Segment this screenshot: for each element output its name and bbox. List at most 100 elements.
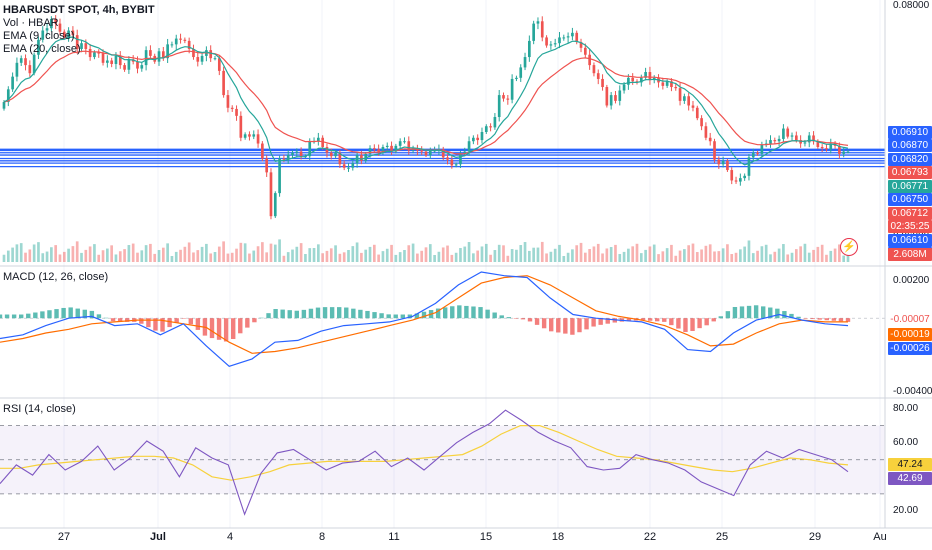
volume-legend[interactable]: Vol · HBAR — [3, 17, 59, 29]
candle-body — [786, 128, 790, 137]
macd-histogram-bar — [732, 306, 738, 319]
volume-bar — [213, 252, 217, 262]
macd-histogram-bar — [534, 318, 540, 325]
volume-bar — [291, 249, 294, 262]
candle-body — [15, 62, 19, 77]
candle-body — [226, 95, 230, 108]
macd-tick: 0.00200 — [893, 275, 930, 287]
candle-body — [596, 73, 600, 79]
volume-bar — [441, 247, 445, 262]
volume-bar — [502, 245, 505, 262]
volume-bar — [687, 245, 691, 262]
volume-bar — [114, 254, 118, 262]
candle-body — [605, 87, 609, 106]
volume-bar — [794, 249, 798, 262]
candle-body — [403, 141, 406, 143]
candle-body — [118, 55, 122, 66]
candle-body — [230, 107, 234, 109]
macd-histogram-bar — [605, 318, 610, 324]
candle-body — [101, 53, 105, 63]
candle-body — [11, 76, 14, 90]
volume-bar — [347, 250, 350, 262]
time-tick: 11 — [388, 531, 400, 543]
candle-body — [84, 43, 88, 49]
volume-bar — [756, 250, 759, 262]
candle-body — [364, 153, 368, 161]
macd-histogram-bar — [223, 318, 229, 342]
volume-bar — [19, 243, 23, 262]
volume-bar — [269, 243, 273, 262]
volume-bar — [838, 244, 841, 262]
macd-histogram-bar — [464, 305, 469, 319]
candle-body — [368, 148, 372, 154]
macd-histogram-bar — [753, 305, 759, 319]
volume-bar — [192, 252, 195, 262]
candle-body — [282, 158, 286, 160]
candle-body — [170, 44, 174, 46]
candle-body — [713, 141, 716, 160]
candle-body — [67, 30, 70, 38]
macd-histogram-bar — [838, 318, 844, 322]
candle-body — [174, 38, 178, 45]
volume-bar — [428, 244, 432, 262]
candle-body — [773, 140, 777, 142]
macd-histogram-bar — [690, 318, 695, 331]
candle-body — [790, 135, 794, 137]
volume-bar — [256, 246, 260, 262]
candle-body — [571, 32, 574, 37]
volume-bar — [11, 247, 14, 262]
volume-bar — [704, 245, 708, 262]
volume-bar — [734, 252, 738, 262]
candle-body — [334, 152, 337, 157]
candle-body — [213, 58, 217, 60]
ema20-legend[interactable]: EMA (20, close) — [3, 43, 81, 55]
macd-histogram-bar — [506, 317, 511, 319]
volume-bar — [528, 250, 531, 262]
rsi-legend[interactable]: RSI (14, close) — [3, 403, 76, 415]
candle-body — [497, 95, 501, 118]
volume-bar — [45, 251, 49, 262]
volume-bar — [273, 244, 277, 262]
macd-histogram-bar — [450, 306, 455, 319]
macd-legend[interactable]: MACD (12, 26, close) — [3, 271, 109, 283]
time-tick: 8 — [318, 531, 326, 543]
macd-signal-line — [0, 275, 848, 354]
rsi-line — [0, 409, 849, 516]
macd-histogram-bar — [598, 318, 603, 325]
rsi-value-label: 47.24 — [888, 457, 932, 471]
time-tick: Au — [873, 531, 887, 543]
volume-bar — [476, 250, 480, 262]
ema9-legend[interactable]: EMA (9, close) — [3, 30, 75, 42]
candle-body — [6, 89, 10, 103]
macd-histogram-bar — [655, 318, 660, 322]
macd-histogram-bar — [499, 315, 504, 319]
macd-histogram-bar — [386, 314, 391, 319]
price-label: 0.06870 — [888, 139, 932, 152]
volume-bar — [489, 254, 492, 262]
time-tick: 22 — [643, 531, 657, 543]
candle-body — [433, 150, 436, 152]
volume-bar — [540, 241, 544, 262]
volume-bar — [639, 253, 643, 262]
volume-bar — [205, 243, 208, 262]
symbol-title[interactable]: HBARUSDT SPOT, 4h, BYBIT — [3, 4, 155, 16]
volume-bar — [75, 241, 79, 262]
ema9-line — [3, 36, 849, 166]
candle-body — [261, 143, 264, 159]
ema-lines — [3, 36, 849, 166]
volume-bar — [571, 249, 574, 262]
macd-histogram-bar — [810, 318, 815, 320]
candle-body — [463, 151, 467, 154]
macd-histogram-bar — [365, 310, 370, 319]
price-label: 0.06820 — [888, 152, 932, 166]
volume-bar — [764, 244, 768, 262]
volume-bar — [179, 249, 182, 262]
volume-bar — [118, 251, 122, 262]
volume-bar — [601, 253, 604, 262]
macd-histogram-bar — [640, 318, 646, 321]
volume-bar — [454, 252, 458, 262]
candle-body — [459, 153, 462, 165]
macd-histogram-bar — [266, 313, 271, 319]
lightning-icon[interactable]: ⚡ — [840, 238, 858, 256]
